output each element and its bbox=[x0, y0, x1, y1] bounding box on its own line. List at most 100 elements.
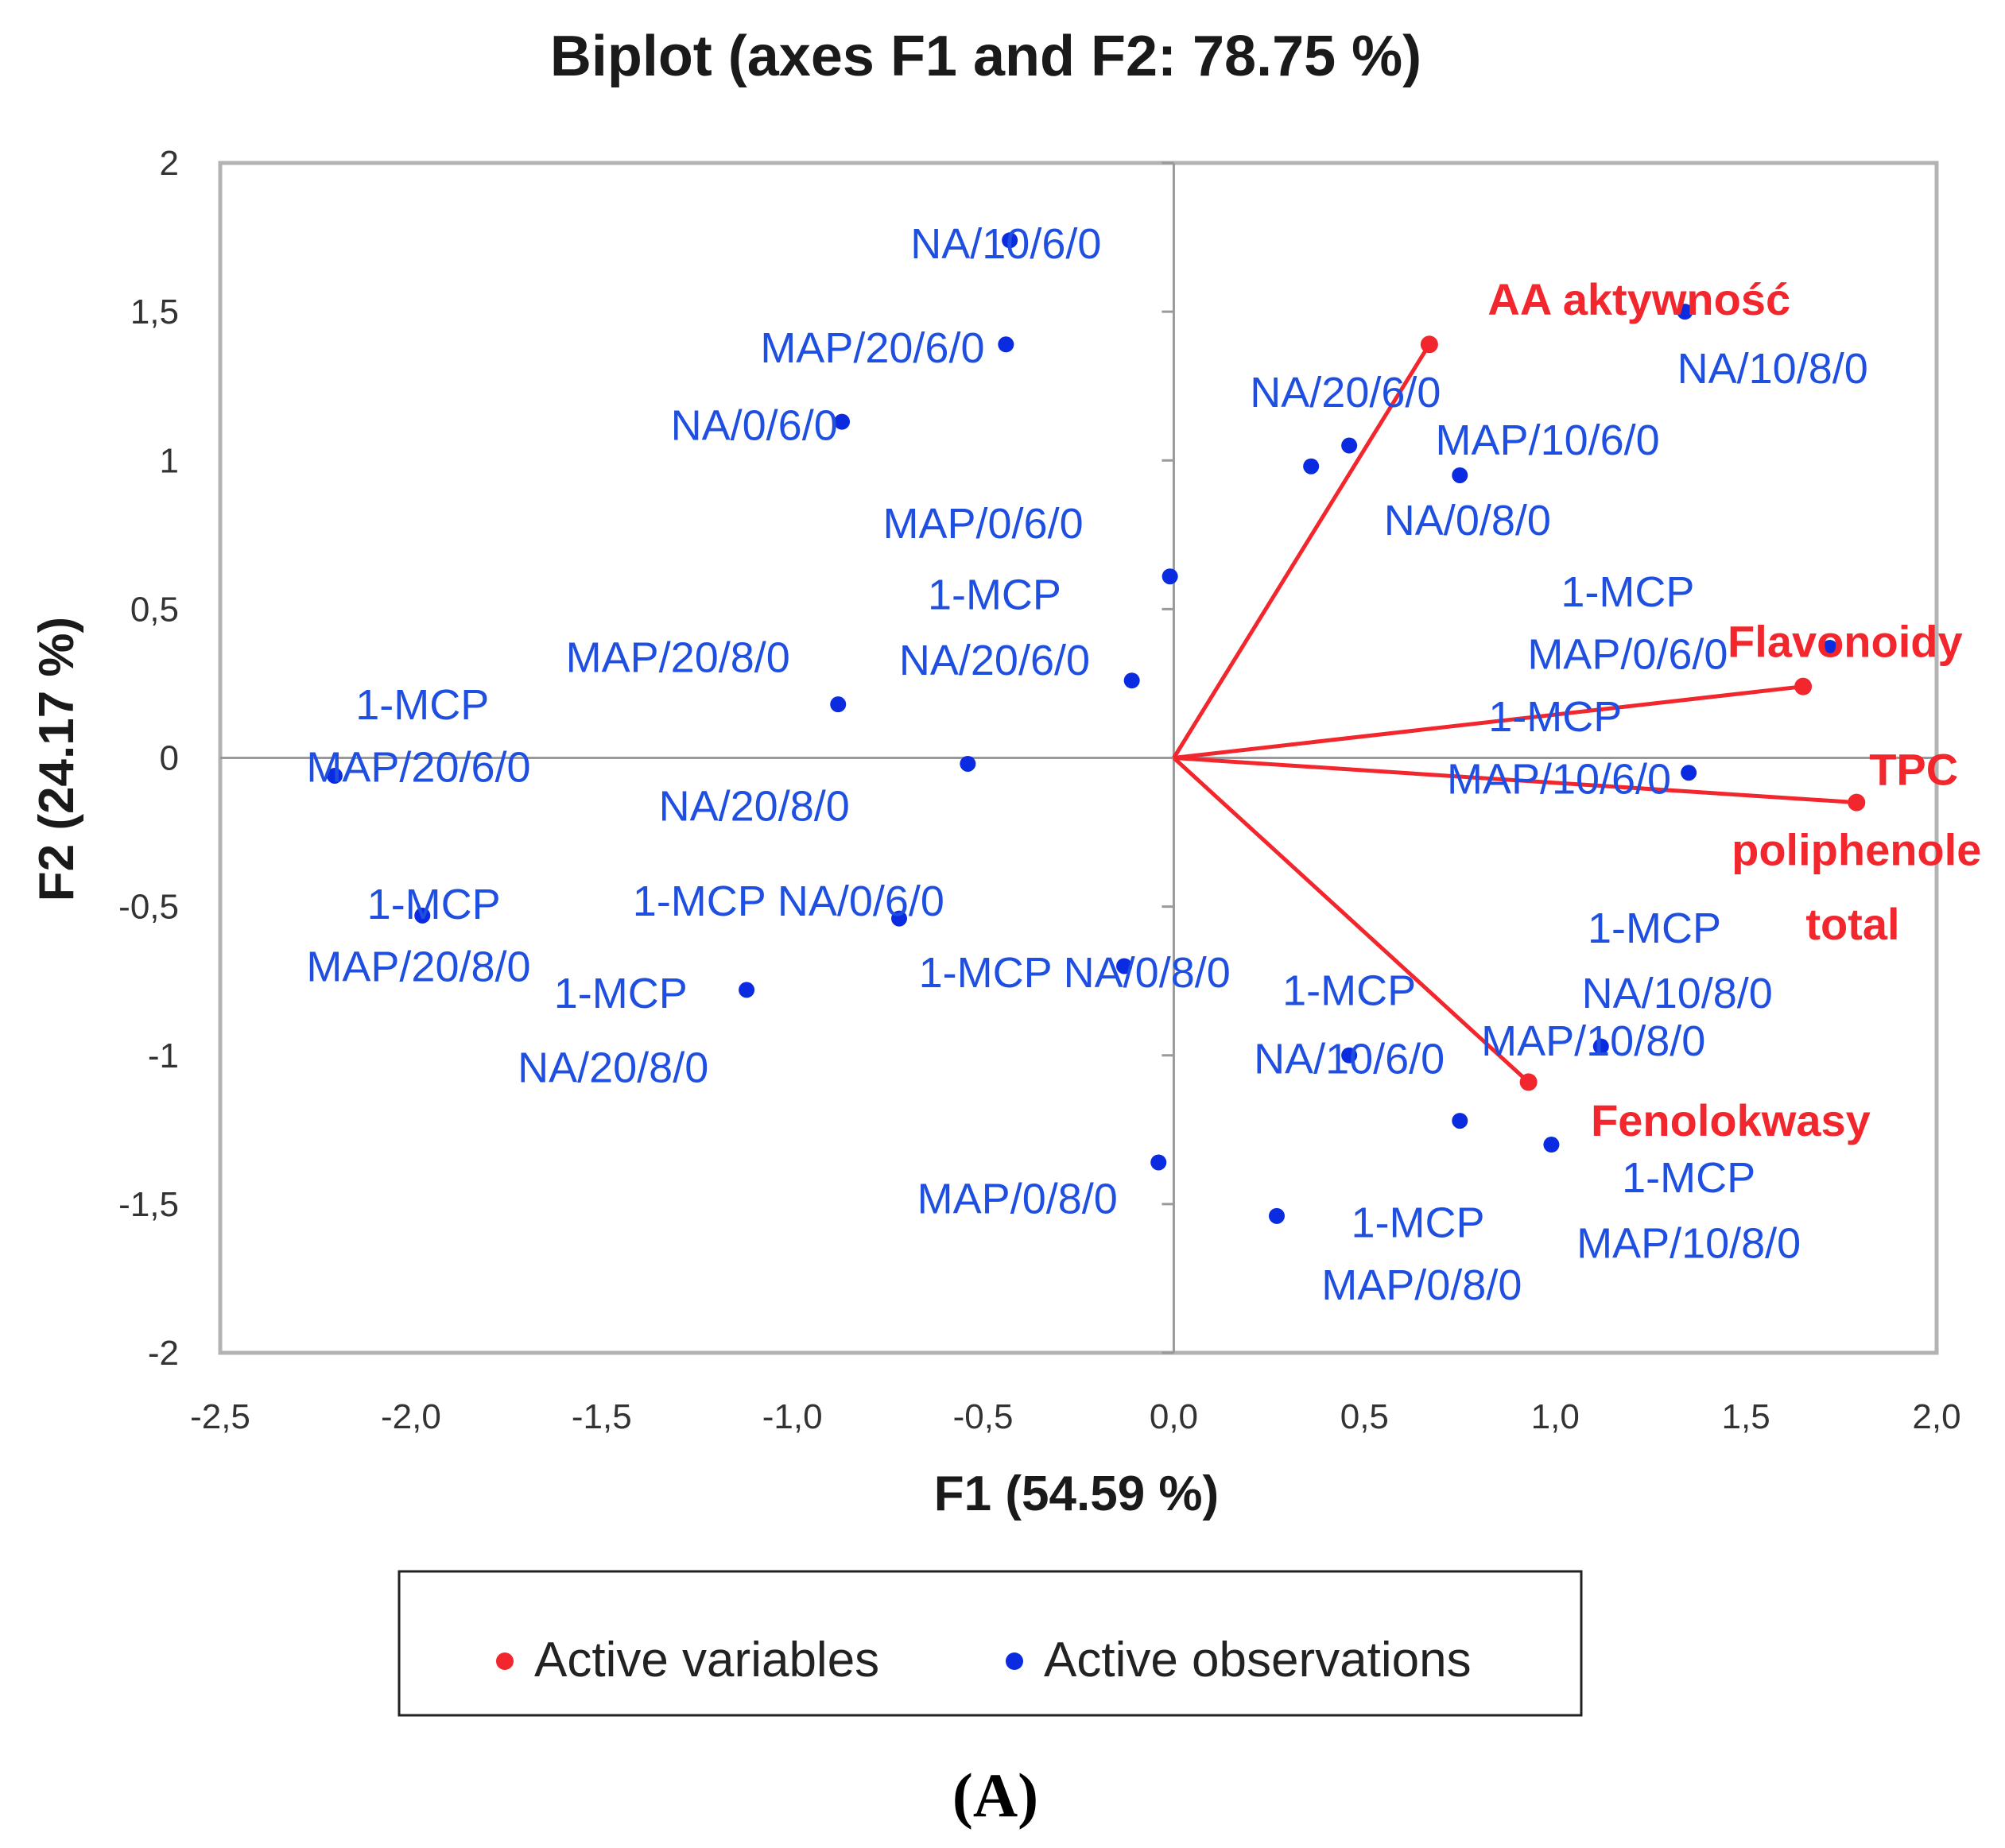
observation-label: MAP/10/6/0 bbox=[1447, 756, 1671, 804]
variable-label: Flavonoidy bbox=[1728, 617, 1963, 667]
observation-point bbox=[1150, 1154, 1167, 1171]
observation-point bbox=[739, 982, 755, 998]
observation-label: MAP/20/8/0 bbox=[566, 633, 790, 681]
observation-label: NA/10/8/0 bbox=[1582, 970, 1773, 1017]
variable-label: TPC bbox=[1869, 744, 1958, 794]
observation-points bbox=[326, 232, 1838, 1224]
x-tick-label: 2,0 bbox=[1912, 1397, 1960, 1436]
y-tick-label: 2 bbox=[160, 144, 179, 183]
y-tick-labels: 2 1,5 1 0,5 0 -0,5 -1 -1,5 -2 bbox=[118, 144, 179, 1373]
observation-label: NA/0/8/0 bbox=[1384, 497, 1551, 544]
variable-label: AA aktywność bbox=[1487, 274, 1790, 324]
figure-caption: (A) bbox=[952, 1761, 1038, 1830]
y-tick-label: -1 bbox=[148, 1036, 179, 1075]
observation-label: NA/20/6/0 bbox=[899, 637, 1090, 684]
observation-label: MAP/20/6/0 bbox=[760, 324, 984, 372]
legend-variables-label: Active variables bbox=[534, 1633, 879, 1687]
x-tick-label: 1,0 bbox=[1531, 1397, 1580, 1436]
observation-label: 1-MCP bbox=[554, 970, 688, 1017]
observation-point bbox=[1002, 232, 1018, 249]
observation-label: 1-MCP NA/0/6/0 bbox=[633, 878, 944, 925]
y-tick-label: -1,5 bbox=[118, 1185, 179, 1224]
variable-labels: AA aktywność Flavonoidy TPC poliphenole tota… bbox=[1487, 274, 1981, 1145]
x-tick-label: -2,5 bbox=[190, 1397, 250, 1436]
y-tick-label: 0 bbox=[160, 739, 179, 778]
y-tick-label: 0,5 bbox=[130, 590, 179, 629]
observation-label: 1-MCP bbox=[355, 681, 489, 729]
x-tick-label: 1,5 bbox=[1722, 1397, 1770, 1436]
legend: Active variables Active observations bbox=[398, 1570, 1583, 1717]
variable-vector bbox=[1172, 343, 1432, 759]
observation-point bbox=[1162, 568, 1178, 585]
observation-labels: NA/10/6/0 MAP/20/6/0 NA/0/6/0 NA/20/6/0 MAP/… bbox=[306, 220, 1867, 1309]
observation-label: NA/10/6/0 bbox=[1254, 1035, 1445, 1083]
observation-point bbox=[1341, 1047, 1358, 1063]
observation-point bbox=[1303, 458, 1320, 475]
observation-point bbox=[1543, 1137, 1560, 1153]
variable-point bbox=[1794, 677, 1813, 695]
x-tick-label: 0,0 bbox=[1150, 1397, 1198, 1436]
observation-label: MAP/20/8/0 bbox=[306, 943, 530, 990]
observation-label: 1-MCP bbox=[1622, 1154, 1755, 1202]
y-tick-label: -0,5 bbox=[118, 888, 179, 927]
observation-point bbox=[998, 336, 1014, 353]
variable-vector bbox=[1172, 756, 1530, 1084]
x-tick-label: -1,5 bbox=[572, 1397, 632, 1436]
observation-point bbox=[1452, 1113, 1468, 1129]
observation-label: 1-MCP bbox=[1561, 568, 1694, 616]
variable-label: poliphenole bbox=[1732, 825, 1981, 875]
observation-point bbox=[1341, 437, 1358, 454]
observation-label: MAP/0/8/0 bbox=[1321, 1261, 1522, 1309]
observation-label: MAP/10/6/0 bbox=[1436, 416, 1660, 464]
variable-vector bbox=[1173, 756, 1857, 805]
observation-label: 1-MCP bbox=[367, 881, 501, 928]
observation-point bbox=[1452, 467, 1468, 483]
observation-point bbox=[1677, 304, 1693, 320]
observation-label: MAP/20/6/0 bbox=[306, 744, 530, 792]
observation-label: NA/0/6/0 bbox=[671, 401, 838, 449]
x-tick-label: -2,0 bbox=[381, 1397, 441, 1436]
observation-label: NA/20/8/0 bbox=[518, 1044, 708, 1092]
observation-point bbox=[834, 413, 851, 430]
observation-point bbox=[1592, 1038, 1609, 1055]
variable-vector bbox=[1173, 684, 1804, 760]
observation-point bbox=[414, 907, 431, 924]
variable-label: Fenolokwasy bbox=[1591, 1095, 1871, 1145]
legend-box bbox=[398, 1570, 1583, 1717]
x-tick-label: -1,0 bbox=[762, 1397, 823, 1436]
observation-label: NA/10/6/0 bbox=[910, 220, 1101, 268]
y-tick-label: 1,5 bbox=[130, 293, 179, 331]
observation-label: 1-MCP bbox=[1282, 967, 1416, 1014]
variable-point bbox=[1420, 335, 1438, 354]
observation-point bbox=[1821, 640, 1838, 657]
observation-point bbox=[1681, 765, 1697, 781]
x-tick-label: 0,5 bbox=[1340, 1397, 1389, 1436]
y-tick-label: 1 bbox=[160, 441, 179, 480]
observation-point bbox=[326, 767, 343, 784]
observation-point bbox=[1268, 1207, 1285, 1224]
observation-label: MAP/10/8/0 bbox=[1481, 1017, 1705, 1065]
observation-label: MAP/0/8/0 bbox=[917, 1175, 1118, 1222]
observation-label: MAP/10/8/0 bbox=[1576, 1220, 1801, 1268]
x-tick-labels: -2,5 -2,0 -1,5 -1,0 -0,5 0,0 0,5 1,0 1,5 2,0 bbox=[190, 1397, 1961, 1436]
variable-label: total bbox=[1805, 899, 1899, 949]
observation-point bbox=[830, 696, 847, 713]
variable-point bbox=[1519, 1073, 1538, 1091]
observation-label: 1-MCP bbox=[1488, 693, 1622, 741]
observation-label: 1-MCP bbox=[1351, 1199, 1484, 1246]
x-axis-title: F1 (54.59 %) bbox=[934, 1466, 1219, 1521]
observation-label: NA/20/8/0 bbox=[659, 782, 850, 830]
observation-point bbox=[1116, 958, 1133, 974]
observation-label: 1-MCP bbox=[1588, 905, 1721, 952]
observation-label: MAP/0/6/0 bbox=[1527, 631, 1728, 679]
x-tick-label: -0,5 bbox=[953, 1397, 1014, 1436]
variable-vectors bbox=[1172, 335, 1866, 1091]
observation-label: 1-MCP bbox=[928, 571, 1061, 619]
observation-label: MAP/0/6/0 bbox=[882, 500, 1083, 548]
chart-title: Biplot (axes F1 and F2: 78.75 %) bbox=[550, 25, 1421, 88]
observation-point bbox=[891, 910, 908, 927]
y-tick-label: -2 bbox=[148, 1334, 179, 1373]
observation-point bbox=[960, 755, 976, 772]
observation-point bbox=[1123, 672, 1140, 689]
variable-point bbox=[1848, 793, 1866, 812]
